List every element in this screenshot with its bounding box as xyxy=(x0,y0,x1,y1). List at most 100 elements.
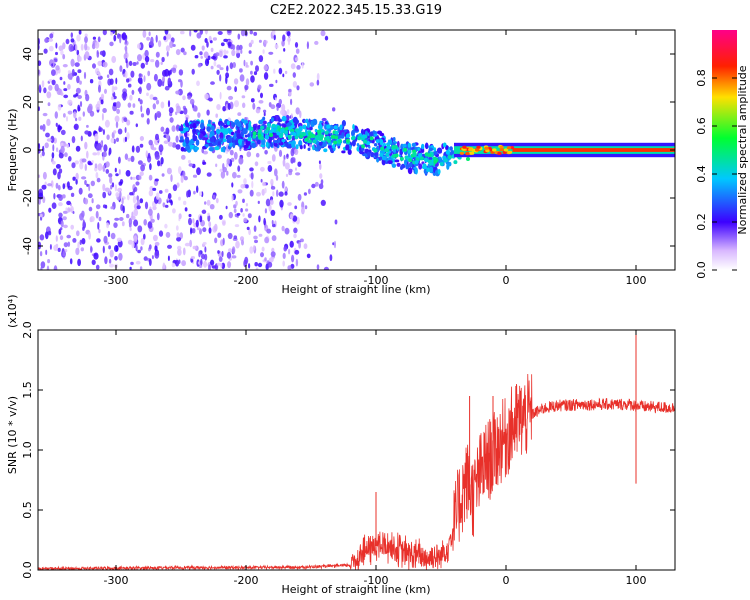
spectrogram-cell xyxy=(502,150,507,154)
spectrogram-cell xyxy=(44,181,47,187)
spectrogram-cell xyxy=(127,102,132,108)
spectrogram-cell xyxy=(270,251,276,257)
spectrogram-cell xyxy=(236,44,241,52)
spectrogram-cell xyxy=(66,200,71,206)
spectrogram-cell xyxy=(462,145,467,149)
spectrogram-cell xyxy=(48,38,54,42)
spectrogram-cell xyxy=(412,152,417,157)
spectrogram-cell xyxy=(178,259,181,264)
spectrogram-cell xyxy=(242,102,246,109)
spectrogram-cell xyxy=(139,79,143,85)
spectrogram-cell xyxy=(250,39,254,45)
spectrogram-cell xyxy=(60,92,64,96)
top-y-axis-label: Frequency (Hz) xyxy=(6,109,19,192)
spectrogram-cell xyxy=(184,119,188,127)
spectrogram-cell xyxy=(67,99,73,106)
spectrogram-cell xyxy=(122,205,125,214)
spectrogram-cell xyxy=(319,122,322,127)
spectrogram-cell xyxy=(506,146,512,150)
spectrogram-cell xyxy=(192,128,197,133)
spectrogram-cell xyxy=(373,143,378,147)
spectrogram-cell xyxy=(278,191,284,197)
spectrogram-cell xyxy=(79,162,84,170)
spectrogram-cell xyxy=(129,227,132,232)
spectrogram-cell xyxy=(405,164,410,170)
spectrogram-cell xyxy=(95,210,99,219)
spectrogram-cell xyxy=(267,261,273,268)
spectrogram-cell xyxy=(266,228,272,234)
spectrogram-cell xyxy=(111,85,115,94)
spectrogram-cell xyxy=(298,241,301,249)
spectrogram-cell xyxy=(294,135,299,140)
spectrogram-cell xyxy=(433,147,437,153)
spectrogram-cell xyxy=(212,37,217,41)
spectrogram-cell xyxy=(38,60,42,66)
spectrogram-cell xyxy=(142,30,147,38)
spectrogram-cell xyxy=(111,55,117,64)
spectrogram-cell xyxy=(200,55,203,59)
spectrogram-cell xyxy=(55,182,59,189)
spectrogram-cell xyxy=(73,123,79,130)
spectrogram-cell xyxy=(78,56,82,62)
spectrogram-cell xyxy=(191,68,195,75)
spectrogram-cell xyxy=(250,98,255,103)
spectrogram-cell xyxy=(192,122,197,129)
spectrogram-cell xyxy=(42,112,48,117)
spectrogram-cell xyxy=(400,165,403,170)
spectrogram-cell xyxy=(332,107,336,112)
spectrogram-cell xyxy=(155,99,160,105)
spectrogram-cell xyxy=(306,41,309,50)
spectrogram-cell xyxy=(97,36,101,43)
spectrogram-cell xyxy=(94,163,98,169)
spectrogram-cell xyxy=(81,158,87,163)
spectrogram-cell xyxy=(78,187,83,195)
spectrogram-cell xyxy=(82,111,86,117)
spectrogram-cell xyxy=(257,129,262,134)
spectrogram-cell xyxy=(168,107,174,114)
spectrogram-cell xyxy=(276,131,281,136)
spectrogram-cell xyxy=(241,239,244,246)
snr-panel xyxy=(38,330,675,570)
spectrogram-cell xyxy=(324,35,329,41)
spectrogram-cell xyxy=(290,263,295,269)
spectrogram-cell xyxy=(235,240,240,249)
spectrogram-cell xyxy=(245,208,249,212)
spectrogram-cell xyxy=(202,227,207,233)
spectrogram-cell xyxy=(202,241,207,245)
spectrogram-cell xyxy=(392,137,396,142)
spectrogram-cell xyxy=(193,30,198,33)
spectrogram-cell xyxy=(180,175,184,184)
spectrogram-cell xyxy=(162,81,165,87)
spectrogram-cell xyxy=(124,153,129,160)
spectrogram-cell xyxy=(159,190,163,194)
x-tick-label: 0 xyxy=(503,274,510,287)
spectrogram-cell xyxy=(433,159,438,164)
spectrogram-cell xyxy=(258,215,261,223)
spectrogram-cell xyxy=(180,136,184,141)
spectrogram-cell xyxy=(243,144,249,149)
spectrogram-cell xyxy=(148,221,152,227)
spectrogram-cell xyxy=(231,49,236,57)
snr-line xyxy=(38,373,675,570)
spectrogram-cell xyxy=(263,109,267,113)
spectrogram-cell xyxy=(66,116,68,122)
spectrogram-cell xyxy=(290,113,293,120)
spectrogram-cell xyxy=(192,218,195,224)
spectrogram-cell xyxy=(484,146,489,150)
spectrogram-cell xyxy=(111,182,115,188)
spectrogram-cell xyxy=(182,170,186,178)
spectrogram-cell xyxy=(122,93,127,101)
spectrogram-cell xyxy=(116,137,119,142)
spectrogram-cell xyxy=(55,65,60,71)
spectrogram-cell xyxy=(130,176,133,180)
spectrogram-cell xyxy=(53,193,56,200)
spectrogram-cell xyxy=(116,108,120,114)
spectrogram-cell xyxy=(237,189,243,194)
spectrogram-cell xyxy=(261,188,265,196)
spectrogram-cell xyxy=(236,174,241,178)
spectrogram-cell xyxy=(469,151,475,155)
spectrogram-cell xyxy=(186,133,190,137)
spectrogram-cell xyxy=(128,217,133,226)
spectrogram-cell xyxy=(63,210,68,214)
spectrogram-cell xyxy=(320,179,324,185)
